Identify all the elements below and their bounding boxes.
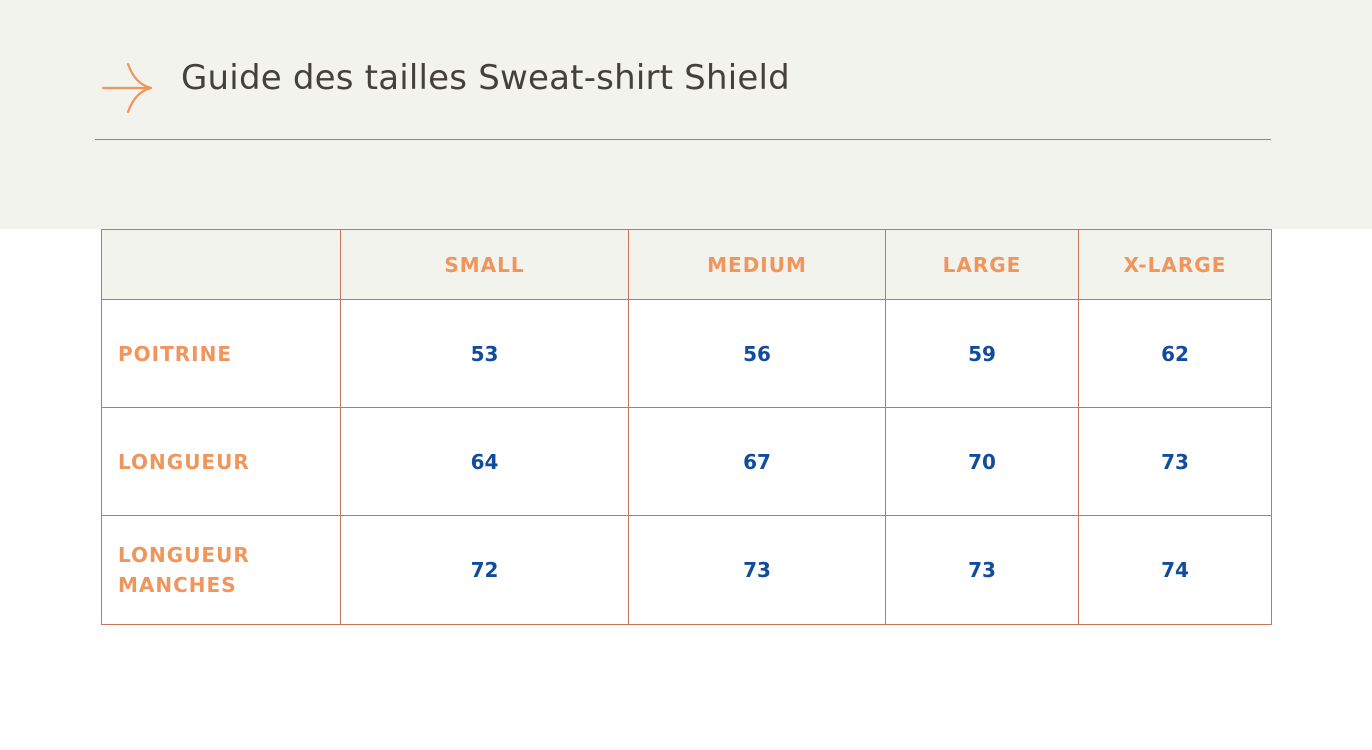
column-header-medium: MEDIUM — [628, 229, 886, 300]
page-title: Guide des tailles Sweat-shirt Shield — [181, 58, 790, 98]
table-cell: 72 — [340, 515, 629, 625]
table-cell: 59 — [885, 299, 1079, 408]
column-header-large: LARGE — [885, 229, 1079, 300]
table-header-row: SMALL MEDIUM LARGE X-LARGE — [101, 229, 1272, 300]
table-cell: 67 — [628, 407, 886, 516]
header-divider — [95, 139, 1271, 140]
table-cell: 62 — [1078, 299, 1272, 408]
corner-header-cell — [101, 229, 341, 300]
table-row: LONGUEUR 64 67 70 73 — [101, 407, 1272, 516]
size-table: SMALL MEDIUM LARGE X-LARGE POITRINE 53 5… — [101, 229, 1272, 625]
table-cell: 64 — [340, 407, 629, 516]
table-cell: 53 — [340, 299, 629, 408]
row-label-longueur: LONGUEUR — [101, 407, 341, 516]
table-cell: 74 — [1078, 515, 1272, 625]
row-label-longueur-manches: LONGUEUR MANCHES — [101, 515, 341, 625]
table-cell: 73 — [628, 515, 886, 625]
table-cell: 73 — [1078, 407, 1272, 516]
table-cell: 73 — [885, 515, 1079, 625]
table-row: LONGUEUR MANCHES 72 73 73 74 — [101, 515, 1272, 625]
table-cell: 56 — [628, 299, 886, 408]
column-header-x-large: X-LARGE — [1078, 229, 1272, 300]
row-label-poitrine: POITRINE — [101, 299, 341, 408]
table-row: POITRINE 53 56 59 62 — [101, 299, 1272, 408]
column-header-small: SMALL — [340, 229, 629, 300]
arrow-right-icon — [101, 62, 153, 114]
header-band: Guide des tailles Sweat-shirt Shield — [0, 0, 1372, 229]
table-cell: 70 — [885, 407, 1079, 516]
